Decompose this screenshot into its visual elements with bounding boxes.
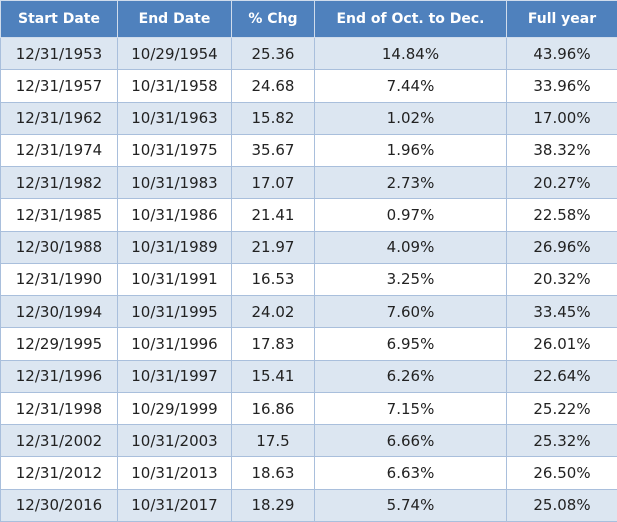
table-cell: 12/31/1996 xyxy=(0,359,118,393)
table-cell: 25.32% xyxy=(506,424,617,458)
table-row: 12/30/2016 10/31/2017 18.29 5.74% 25.08% xyxy=(0,488,617,522)
table-cell: 33.45% xyxy=(506,295,617,329)
table-cell: 12/31/1982 xyxy=(0,166,118,200)
table-cell: 6.66% xyxy=(314,424,507,458)
table-row: 12/31/1990 10/31/1991 16.53 3.25% 20.32% xyxy=(0,262,617,297)
header-cell: End of Oct. to Dec. xyxy=(314,0,507,38)
header-cell: Full year xyxy=(506,0,617,38)
table-cell: 20.32% xyxy=(506,262,617,297)
table-cell: 21.41 xyxy=(231,198,315,232)
table-cell: 6.95% xyxy=(314,327,507,361)
table-cell: 1.96% xyxy=(314,133,507,168)
table-cell: 12/31/2002 xyxy=(0,424,118,458)
header-row: Start Date End Date% Chg End of Oct. to De… xyxy=(0,0,617,38)
table-cell: 17.83 xyxy=(231,327,315,361)
table-cell: 10/31/1963 xyxy=(117,101,232,135)
table-cell: 21.97 xyxy=(231,230,315,264)
table-cell: 25.08% xyxy=(506,488,617,522)
table-cell: 10/31/1958 xyxy=(117,69,232,103)
table-cell: 0.97% xyxy=(314,198,507,232)
table-cell: 10/31/1996 xyxy=(117,327,232,361)
table-cell: 4.09% xyxy=(314,230,507,264)
table-cell: 7.60% xyxy=(314,295,507,329)
header-cell: Start Date xyxy=(0,0,118,38)
table-cell: 7.15% xyxy=(314,391,507,426)
table-body: 12/31/1953 10/29/1954 25.36 14.84% 43.96% 12/… xyxy=(0,36,617,522)
table-row: 12/30/1994 10/31/1995 24.02 7.60% 33.45% xyxy=(0,295,617,329)
table-cell: 17.5 xyxy=(231,424,315,458)
table-cell: 12/31/2012 xyxy=(0,456,118,490)
table-cell: 12/31/1974 xyxy=(0,133,118,168)
table-cell: 10/31/1989 xyxy=(117,230,232,264)
table-cell: 6.63% xyxy=(314,456,507,490)
table-cell: 24.68 xyxy=(231,69,315,103)
table-cell: 22.64% xyxy=(506,359,617,393)
table-cell: 38.32% xyxy=(506,133,617,168)
table-cell: 6.26% xyxy=(314,359,507,393)
table-cell: 26.96% xyxy=(506,230,617,264)
table-row: 12/29/1995 10/31/1996 17.83 6.95% 26.01% xyxy=(0,327,617,361)
table-cell: 18.63 xyxy=(231,456,315,490)
table-row: 12/31/1985 10/31/1986 21.41 0.97% 22.58% xyxy=(0,198,617,232)
table-cell: 12/31/1957 xyxy=(0,69,118,103)
table-cell: 12/31/1962 xyxy=(0,101,118,135)
table-cell: 10/31/1995 xyxy=(117,295,232,329)
table-cell: 12/30/1988 xyxy=(0,230,118,264)
table-cell: 16.86 xyxy=(231,391,315,426)
table-row: 12/31/2012 10/31/2013 18.63 6.63% 26.50% xyxy=(0,456,617,490)
table-row: 12/30/1988 10/31/1989 21.97 4.09% 26.96% xyxy=(0,230,617,264)
table-cell: 18.29 xyxy=(231,488,315,522)
table-cell: 16.53 xyxy=(231,262,315,297)
header-cell: % Chg xyxy=(231,0,315,38)
table-cell: 20.27% xyxy=(506,166,617,200)
table-cell: 12/30/2016 xyxy=(0,488,118,522)
table-cell: 15.82 xyxy=(231,101,315,135)
table-cell: 10/31/2013 xyxy=(117,456,232,490)
table-cell: 43.96% xyxy=(506,36,617,71)
table-row: 12/31/1998 10/29/1999 16.86 7.15% 25.22% xyxy=(0,391,617,426)
table-cell: 12/31/1953 xyxy=(0,36,118,71)
table-cell: 12/31/1990 xyxy=(0,262,118,297)
table-cell: 25.36 xyxy=(231,36,315,71)
table-row: 12/31/1996 10/31/1997 15.41 6.26% 22.64% xyxy=(0,359,617,393)
table-cell: 12/30/1994 xyxy=(0,295,118,329)
table-cell: 10/31/2017 xyxy=(117,488,232,522)
table-cell: 10/31/1975 xyxy=(117,133,232,168)
table-cell: 10/29/1999 xyxy=(117,391,232,426)
header-cell: End Date xyxy=(117,0,232,38)
table-cell: 10/31/2003 xyxy=(117,424,232,458)
table-row: 12/31/2002 10/31/2003 17.5 6.66% 25.32% xyxy=(0,424,617,458)
table-cell: 35.67 xyxy=(231,133,315,168)
table-cell: 10/31/1986 xyxy=(117,198,232,232)
table-cell: 2.73% xyxy=(314,166,507,200)
table-cell: 10/29/1954 xyxy=(117,36,232,71)
table-cell: 17.00% xyxy=(506,101,617,135)
table-cell: 10/31/1983 xyxy=(117,166,232,200)
table-cell: 22.58% xyxy=(506,198,617,232)
table-row: 12/31/1974 10/31/1975 35.67 1.96% 38.32% xyxy=(0,133,617,168)
table-row: 12/31/1962 10/31/1963 15.82 1.02% 17.00% xyxy=(0,101,617,135)
table-cell: 10/31/1991 xyxy=(117,262,232,297)
table-cell: 3.25% xyxy=(314,262,507,297)
table-cell: 26.01% xyxy=(506,327,617,361)
table-cell: 25.22% xyxy=(506,391,617,426)
table-cell: 10/31/1997 xyxy=(117,359,232,393)
table-row: 12/31/1982 10/31/1983 17.07 2.73% 20.27% xyxy=(0,166,617,200)
table-row: 12/31/1953 10/29/1954 25.36 14.84% 43.96% xyxy=(0,36,617,71)
table-cell: 14.84% xyxy=(314,36,507,71)
table-row: 12/31/1957 10/31/1958 24.68 7.44% 33.96% xyxy=(0,69,617,103)
table-cell: 12/31/1998 xyxy=(0,391,118,426)
table-cell: 26.50% xyxy=(506,456,617,490)
table-cell: 5.74% xyxy=(314,488,507,522)
table-cell: 7.44% xyxy=(314,69,507,103)
table-cell: 12/29/1995 xyxy=(0,327,118,361)
table-cell: 15.41 xyxy=(231,359,315,393)
table-cell: 24.02 xyxy=(231,295,315,329)
table-cell: 1.02% xyxy=(314,101,507,135)
table-cell: 33.96% xyxy=(506,69,617,103)
table-cell: 17.07 xyxy=(231,166,315,200)
table-cell: 12/31/1985 xyxy=(0,198,118,232)
